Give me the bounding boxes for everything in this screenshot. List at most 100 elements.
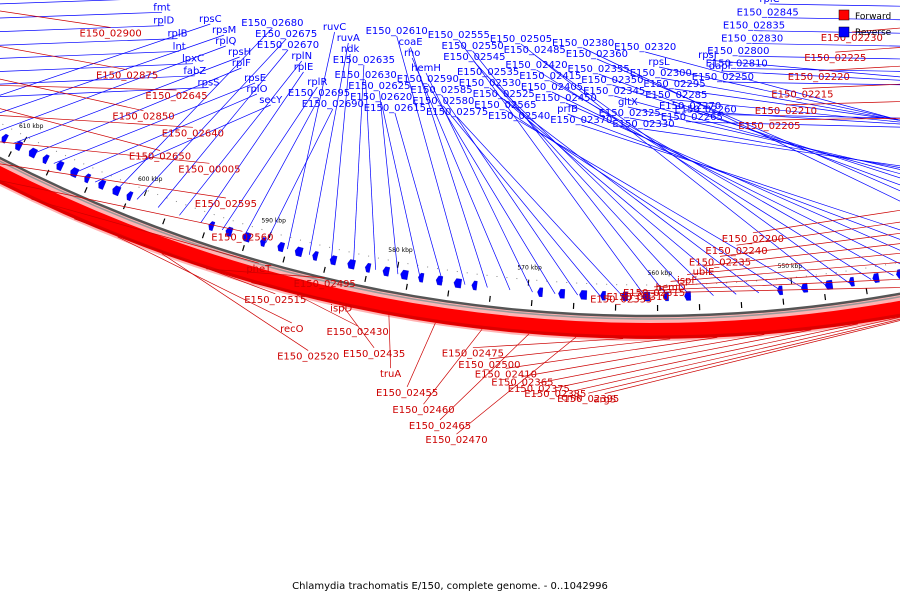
reverse-gene-arrow[interactable] bbox=[471, 280, 478, 291]
gene-label[interactable]: E150_02670 bbox=[257, 40, 319, 51]
gene-label[interactable]: E150_02380 bbox=[552, 38, 614, 49]
gene-label[interactable]: E150_02575 bbox=[426, 107, 488, 118]
reverse-gene-arrow[interactable] bbox=[400, 269, 409, 280]
gene-label[interactable]: E150_02635 bbox=[333, 55, 395, 66]
gene-label[interactable]: E150_02260 bbox=[674, 104, 736, 115]
gene-label[interactable]: rplC bbox=[759, 0, 779, 5]
gene-label[interactable]: E150_02620 bbox=[350, 92, 412, 103]
gene-label[interactable]: E150_02590 bbox=[397, 74, 459, 85]
gene-label[interactable]: E150_02205 bbox=[738, 121, 800, 132]
gene-label[interactable]: E150_02900 bbox=[79, 29, 141, 40]
gene-label[interactable]: prfB bbox=[557, 104, 578, 115]
gene-label[interactable]: E150_02450 bbox=[535, 93, 597, 104]
gene-label[interactable]: coaE bbox=[398, 37, 422, 48]
gene-label[interactable]: hemD bbox=[656, 282, 686, 293]
reverse-gene-arrow[interactable] bbox=[28, 147, 39, 159]
gene-label[interactable]: fabZ bbox=[183, 66, 206, 77]
gene-label[interactable]: E150_02580 bbox=[412, 96, 474, 107]
reverse-gene-arrow[interactable] bbox=[558, 288, 566, 299]
gene-label[interactable]: rpsJ bbox=[698, 50, 717, 61]
gene-label[interactable]: rpsH bbox=[228, 47, 251, 58]
gene-label[interactable]: E150_02385 bbox=[524, 389, 586, 400]
gene-label[interactable]: E150_02485 bbox=[504, 45, 566, 56]
gene-label[interactable]: E150_02845 bbox=[737, 8, 799, 19]
gene-label[interactable]: E150_02355 bbox=[567, 64, 629, 75]
gene-label[interactable]: E150_02875 bbox=[96, 71, 158, 82]
gene-label[interactable]: E150_02625 bbox=[348, 81, 410, 92]
reverse-gene-arrow[interactable] bbox=[684, 291, 691, 301]
gene-label[interactable]: E150_02410 bbox=[475, 369, 537, 380]
reverse-gene-arrow[interactable] bbox=[84, 173, 92, 184]
gene-label[interactable]: E150_02325 bbox=[599, 108, 661, 119]
gene-label[interactable]: E150_02535 bbox=[457, 67, 519, 78]
gene-label[interactable]: E150_02850 bbox=[112, 112, 174, 123]
reverse-gene-arrow[interactable] bbox=[579, 290, 588, 300]
gene-label[interactable]: rho bbox=[404, 48, 420, 59]
gene-label[interactable]: E150_02315 bbox=[623, 288, 685, 299]
reverse-gene-arrow[interactable] bbox=[663, 291, 669, 302]
gene-label[interactable]: E150_02830 bbox=[721, 34, 783, 45]
gene-label[interactable]: E150_02285 bbox=[645, 90, 707, 101]
reverse-gene-arrow[interactable] bbox=[260, 237, 267, 247]
gene-label[interactable]: E150_02550 bbox=[441, 41, 503, 52]
gene-label[interactable]: pheT bbox=[246, 264, 272, 275]
gene-label[interactable]: E150_02265 bbox=[661, 112, 723, 123]
gene-label[interactable]: rpsC bbox=[199, 14, 222, 25]
gene-label[interactable]: E150_02690 bbox=[302, 99, 364, 110]
gene-label[interactable]: E150_02515 bbox=[244, 295, 306, 306]
gene-label[interactable]: rpsE bbox=[244, 73, 266, 84]
gene-label[interactable]: E150_02350 bbox=[581, 75, 643, 86]
gene-label[interactable]: E150_02295 bbox=[643, 79, 705, 90]
gene-label[interactable]: E150_02460 bbox=[392, 405, 454, 416]
gene-label[interactable]: E150_02230 bbox=[821, 33, 883, 44]
gene-label[interactable]: E150_02360 bbox=[566, 49, 628, 60]
reverse-gene-arrow[interactable] bbox=[600, 291, 606, 301]
gene-label[interactable]: E150_00005 bbox=[178, 164, 240, 175]
gene-label[interactable]: E150_02500 bbox=[458, 360, 520, 371]
gene-label[interactable]: hemH bbox=[411, 63, 441, 74]
gene-label[interactable]: E150_02695 bbox=[288, 88, 350, 99]
gene-label[interactable]: E150_02200 bbox=[722, 234, 784, 245]
gene-label[interactable]: truA bbox=[380, 369, 401, 380]
gene-label[interactable]: E150_02345 bbox=[583, 86, 645, 97]
gene-label[interactable]: E150_02495 bbox=[294, 279, 356, 290]
gene-label[interactable]: rplQ bbox=[215, 36, 236, 47]
gene-label[interactable]: ruvA bbox=[337, 33, 360, 44]
gene-label[interactable]: E150_02645 bbox=[145, 91, 207, 102]
gene-label[interactable]: rpsM bbox=[212, 25, 236, 36]
gene-label[interactable]: E150_02270 bbox=[659, 101, 721, 112]
gene-label[interactable]: E150_02235 bbox=[689, 257, 751, 268]
reverse-gene-arrow[interactable] bbox=[382, 266, 391, 277]
gene-label[interactable]: lpxC bbox=[182, 54, 204, 65]
reverse-gene-arrow[interactable] bbox=[896, 269, 900, 279]
gene-label[interactable]: lnt bbox=[173, 41, 186, 52]
gene-label[interactable]: E150_02650 bbox=[129, 152, 191, 163]
reverse-gene-arrow[interactable] bbox=[453, 278, 462, 289]
gene-label[interactable]: E150_02540 bbox=[488, 111, 550, 122]
gene-label[interactable]: E150_02335 bbox=[590, 295, 652, 306]
gene-label[interactable]: E150_02680 bbox=[241, 18, 303, 29]
gene-label[interactable]: rplD bbox=[153, 16, 174, 27]
gene-label[interactable]: E150_02415 bbox=[519, 71, 581, 82]
gene-label[interactable]: E150_02420 bbox=[505, 60, 567, 71]
gene-label[interactable]: E150_02505 bbox=[490, 34, 552, 45]
gene-label[interactable]: E150_02835 bbox=[723, 21, 785, 32]
gene-label[interactable]: rpsS bbox=[197, 78, 219, 89]
gene-label[interactable]: E150_02475 bbox=[442, 349, 504, 360]
reverse-gene-arrow[interactable] bbox=[1, 133, 9, 144]
gene-label[interactable]: fmt bbox=[153, 2, 170, 13]
gene-label[interactable]: E150_02615 bbox=[364, 103, 426, 114]
gene-label[interactable]: E150_02585 bbox=[410, 85, 472, 96]
gene-label[interactable]: E150_02630 bbox=[334, 70, 396, 81]
gene-label[interactable]: E150_02330 bbox=[612, 119, 674, 130]
gene-label[interactable]: rplF bbox=[232, 58, 251, 69]
gene-label[interactable]: rplB bbox=[167, 29, 187, 40]
gene-label[interactable]: E150_02370 bbox=[550, 115, 612, 126]
gene-label[interactable]: cmk bbox=[561, 392, 582, 403]
gene-label[interactable]: ispF bbox=[677, 276, 697, 287]
gene-label[interactable]: E150_02225 bbox=[804, 53, 866, 64]
reverse-gene-arrow[interactable] bbox=[98, 179, 107, 190]
reverse-gene-arrow[interactable] bbox=[329, 255, 338, 266]
gene-label[interactable]: E150_02455 bbox=[376, 388, 438, 399]
gene-label[interactable]: E150_02810 bbox=[706, 58, 768, 69]
